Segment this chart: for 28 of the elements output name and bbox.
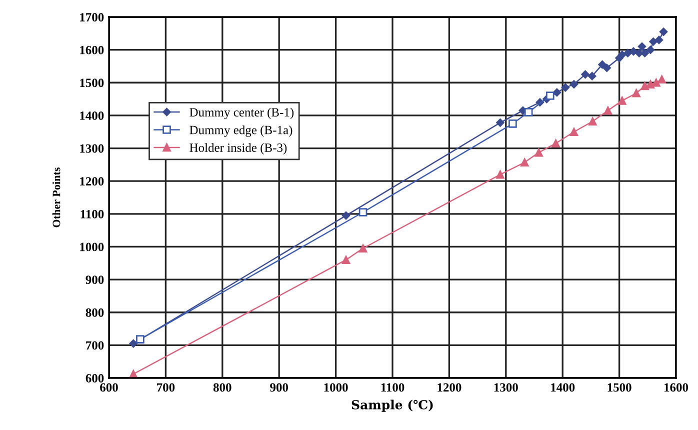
- x-tick-label: 1400: [551, 383, 575, 392]
- x-tick-label: 700: [157, 383, 175, 392]
- y-axis-title: Other Points: [52, 167, 60, 228]
- x-axis-title: Sample (℃): [352, 400, 433, 412]
- x-tick-label: 1600: [664, 383, 688, 392]
- x-tick-label: 900: [270, 383, 288, 392]
- y-tick-label: 600: [86, 374, 104, 382]
- x-tick-label: 1100: [381, 383, 404, 392]
- y-tick-label: 1300: [80, 144, 104, 153]
- x-tick-label: 1200: [438, 383, 462, 392]
- x-tick-label: 600: [100, 383, 118, 392]
- x-tick-label: 1300: [494, 383, 518, 392]
- legend-label: Dummy center (B-1): [190, 108, 294, 120]
- y-tick-label: 1000: [80, 242, 104, 252]
- y-tick-label: 1500: [80, 78, 104, 88]
- y-tick-label: 1400: [80, 111, 104, 120]
- legend-label: Holder inside (B-3): [190, 143, 287, 154]
- y-tick-label: 800: [86, 308, 104, 317]
- y-tick-label: 1600: [80, 46, 104, 54]
- y-tick-label: 900: [86, 276, 104, 284]
- x-tick-label: 800: [213, 383, 232, 392]
- y-tick-label: 1200: [80, 177, 104, 186]
- legend-label: Dummy edge (B-1a): [190, 125, 292, 137]
- y-tick-label: 1700: [80, 13, 104, 22]
- y-tick-label: 1100: [80, 210, 104, 218]
- x-tick-label: 1000: [324, 383, 348, 392]
- y-tick-label: 700: [86, 341, 104, 350]
- x-tick-label: 1500: [608, 383, 632, 392]
